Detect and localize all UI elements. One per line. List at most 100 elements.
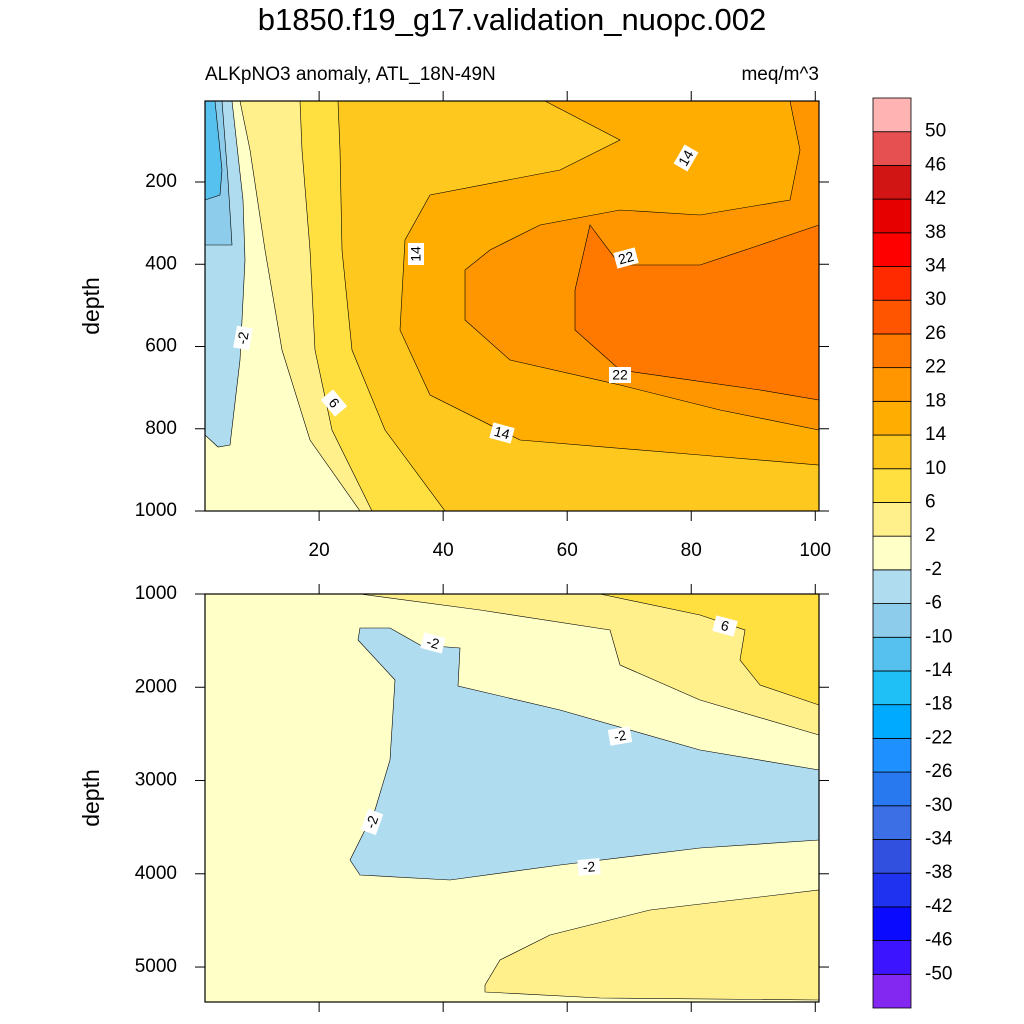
y-tick-label: 800 [145,418,177,439]
colorbar-label: 42 [925,188,946,209]
colorbar-box [872,266,912,301]
colorbar-label: -50 [925,963,952,984]
x-tick-label: 60 [557,540,578,561]
colorbar-box [872,603,912,638]
colorbar-box [872,502,912,537]
contour-label-bg [233,325,253,351]
y-tick-label: 1000 [135,583,177,604]
contour-label-text: 14 [492,423,511,443]
contour-label: -2 [577,858,601,876]
colorbar-label: -46 [925,930,952,951]
colorbar-label: -2 [925,559,942,580]
colorbar-label: -34 [925,828,953,849]
colorbar-box [872,872,912,908]
colorbar-box [872,704,912,739]
contour-label-text: -2 [362,813,381,830]
figure-title: b1850.f19_g17.validation_nuopc.002 [258,2,767,37]
contour-label-text: 22 [616,248,635,268]
colorbar-label: -18 [925,694,952,715]
colorbar-box [872,165,912,200]
colorbar-label: 38 [925,222,946,243]
contour-label-bg [577,858,601,876]
x-tick-label: 80 [681,540,702,561]
contour-plot [204,100,820,512]
colorbar-label: 30 [925,289,946,310]
colorbar-label: -14 [925,660,953,681]
contour-label-text: -2 [234,330,252,345]
contour-label-bg [360,808,384,836]
colorbar-box [872,400,912,436]
colorbar-box [872,97,912,133]
colorbar-box [872,535,912,571]
contour-label: 22 [609,367,631,383]
colorbar-box [872,367,912,402]
colorbar-label: -42 [925,896,952,917]
y-tick-label: 2000 [135,676,177,697]
contour-label: 6 [320,389,348,417]
subtitle-right: meq/m^3 [741,64,819,85]
y-tick-label: 5000 [135,956,177,977]
colorbar-box [872,434,912,470]
plot-frame [204,593,820,1003]
contour-label-text: 22 [612,367,628,383]
colorbar-box [872,906,912,941]
contour-label-text: 6 [719,617,731,635]
contour-label-bg [489,422,515,444]
contour-label: -2 [360,808,384,836]
x-tick-label: 100 [799,540,831,561]
y-tick-label: 3000 [135,770,177,791]
colorbar-box [872,636,912,672]
contour-label: 14 [408,243,424,265]
contour-label: 14 [489,422,515,444]
colorbar-label: -6 [925,593,942,614]
colorbar-label: 22 [925,357,946,378]
contour-label-bg [673,144,699,172]
colorbar-box [872,940,912,975]
contour-label-bg [613,247,639,269]
colorbar-label: 14 [925,424,947,445]
contour-label-bg [320,389,348,417]
contour-label: 14 [673,144,699,172]
contour-label-text: -2 [612,727,627,745]
colorbar-box [872,670,912,706]
colorbar-label: 6 [925,491,936,512]
colorbar-box [872,839,912,874]
colorbar-label: 2 [925,525,936,546]
colorbar-box [872,973,912,1009]
contour-label-bg [420,632,446,654]
y-tick-label: 400 [145,253,177,274]
colorbar-box [872,131,912,166]
colorbar-box [872,468,912,503]
contour-label: -2 [607,726,633,746]
contour-label-bg [607,726,633,746]
contour-label-bg [712,615,738,637]
contour-label: -2 [420,632,446,654]
colorbar-box [872,333,912,369]
x-tick-label: 40 [433,540,454,561]
contour-label-text: -2 [425,633,441,652]
colorbar-label: -26 [925,761,952,782]
colorbar-box [872,198,912,234]
x-tick-label: 20 [309,540,330,561]
contour-label-bg [408,243,424,265]
colorbar-label: 46 [925,154,946,175]
contour-label: -2 [233,325,253,351]
y-tick-label: 1000 [135,500,177,521]
colorbar-label: 50 [925,121,946,142]
contour-label-text: 14 [408,246,424,262]
plot-frame [204,100,820,512]
contour-plot [204,593,820,1003]
contour-label: 22 [613,247,639,269]
colorbar-box [872,299,912,335]
colorbar-label: 34 [925,256,947,277]
colorbar-box [872,569,912,604]
colorbar-label: -10 [925,626,952,647]
contour-region [349,627,820,881]
y-tick-label: 4000 [135,863,177,884]
y-axis-label: depth [78,277,104,335]
y-tick-label: 600 [145,336,177,357]
colorbar-box [872,737,912,773]
colorbar-label: -38 [925,862,952,883]
contour-label-bg [609,367,631,383]
colorbar-box [872,771,912,807]
